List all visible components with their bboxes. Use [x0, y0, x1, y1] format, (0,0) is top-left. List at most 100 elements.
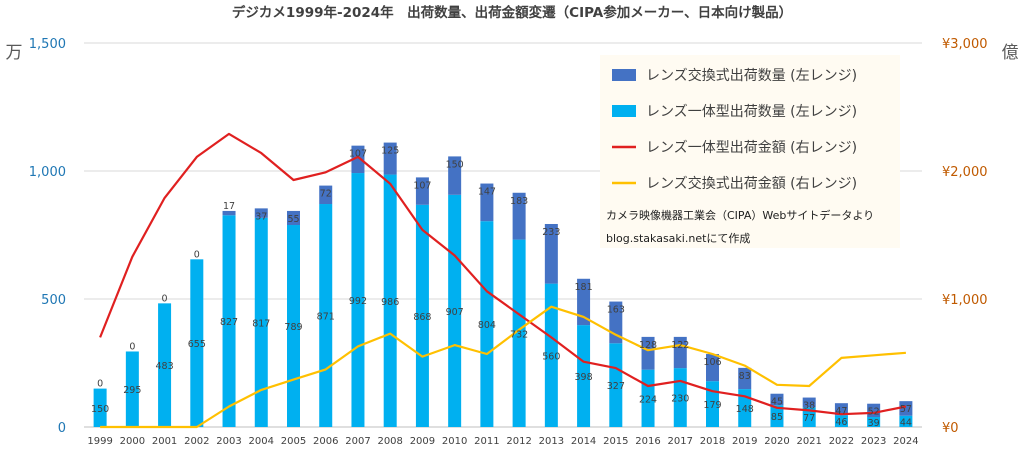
left-tick-label: 500	[41, 293, 66, 308]
data-label-fixed-lens: 327	[607, 381, 625, 392]
legend-entry: レンズ一体型出荷数量 (左レンジ)	[646, 104, 857, 120]
data-label-interchangeable-lens: 17	[223, 201, 235, 212]
data-label-interchangeable-lens: 57	[900, 404, 912, 415]
data-label-fixed-lens: 85	[771, 412, 783, 423]
bar-interchangeable-lens	[319, 185, 333, 205]
legend-box	[600, 55, 900, 248]
data-label-interchangeable-lens: 45	[771, 397, 783, 408]
bar-fixed-lens	[287, 225, 300, 427]
data-label-fixed-lens: 224	[639, 394, 657, 405]
data-label-interchangeable-lens: 37	[255, 211, 267, 222]
x-tick-label: 2004	[249, 436, 274, 447]
x-tick-label: 2013	[539, 436, 564, 447]
right-axis-unit: 億	[1002, 43, 1019, 63]
data-label-interchangeable-lens: 183	[510, 196, 528, 207]
bar-interchangeable-lens	[577, 278, 591, 326]
bar-fixed-lens	[770, 405, 784, 427]
x-tick-label: 1999	[87, 436, 112, 447]
series-line	[99, 132, 907, 416]
x-tick-label: 2022	[829, 436, 854, 447]
bar-fixed-lens	[834, 415, 848, 427]
source-note: カメラ映像機器工業会（CIPA）Webサイトデータより	[606, 208, 874, 222]
right-tick-label: ¥0	[942, 421, 959, 436]
bar-interchangeable-lens	[222, 210, 236, 216]
data-label-interchangeable-lens: 0	[97, 379, 103, 390]
bar-interchangeable-lens	[415, 177, 429, 205]
bar-interchangeable-lens	[287, 210, 300, 226]
data-label-fixed-lens: 992	[349, 296, 367, 307]
left-tick-label: 1,500	[29, 37, 66, 52]
x-tick-label: 2023	[861, 436, 886, 447]
data-labels: 150 0 295 0 483 0 655 0 827 17 817 37 789 55 871 72 992 1…	[91, 146, 912, 429]
x-tick-label: 2007	[345, 436, 370, 447]
data-label-interchangeable-lens: 233	[542, 227, 560, 238]
bar-interchangeable-lens	[834, 403, 848, 416]
bar-interchangeable-lens	[544, 223, 558, 284]
data-label-interchangeable-lens: 150	[446, 159, 464, 170]
x-tick-label: 2015	[603, 436, 628, 447]
bar-fixed-lens	[383, 174, 397, 427]
left-tick-label: 0	[58, 421, 66, 436]
bar-interchangeable-lens	[899, 401, 913, 416]
data-label-fixed-lens: 44	[900, 417, 912, 428]
data-label-interchangeable-lens: 47	[835, 406, 847, 417]
bar-interchangeable-lens	[351, 145, 365, 174]
legend-swatch	[612, 69, 636, 81]
bar-fixed-lens	[254, 217, 268, 427]
x-tick-label: 2000	[120, 436, 145, 447]
bar-fixed-lens	[415, 204, 429, 427]
data-label-fixed-lens: 295	[123, 385, 141, 396]
data-label-interchangeable-lens: 55	[287, 214, 299, 225]
data-label-interchangeable-lens: 52	[868, 407, 880, 418]
bar-fixed-lens	[899, 415, 913, 427]
bar-interchangeable-lens	[383, 142, 397, 175]
x-tick-label: 2020	[764, 436, 789, 447]
x-tick-label: 2008	[377, 436, 402, 447]
x-tick-label: 2019	[732, 436, 757, 447]
data-label-interchangeable-lens: 125	[381, 146, 399, 157]
data-label-fixed-lens: 150	[91, 404, 109, 415]
data-label-interchangeable-lens: 72	[320, 189, 332, 200]
data-label-fixed-lens: 398	[575, 372, 593, 383]
data-label-interchangeable-lens: 122	[671, 340, 689, 351]
x-tick-label: 2005	[281, 436, 306, 447]
legend-swatch	[612, 105, 636, 117]
bar-fixed-lens	[577, 325, 591, 427]
data-label-interchangeable-lens: 163	[607, 305, 625, 316]
data-label-interchangeable-lens: 147	[478, 187, 496, 198]
source-note: blog.stakasaki.netにて作成	[606, 232, 750, 245]
data-label-interchangeable-lens: 0	[194, 249, 200, 260]
data-label-interchangeable-lens: 0	[129, 341, 135, 352]
bar-fixed-lens	[125, 351, 139, 427]
legend-entry: レンズ交換式出荷数量 (左レンジ)	[646, 67, 857, 84]
bar-fixed-lens	[158, 303, 172, 427]
bar-interchangeable-lens	[512, 192, 526, 240]
legend-entry: レンズ交換式出荷金額 (右レンジ)	[646, 175, 857, 192]
bar-interchangeable-lens	[641, 336, 655, 370]
bar-interchangeable-lens	[480, 183, 494, 222]
right-tick-label: ¥3,000	[942, 37, 988, 52]
x-tick-label: 2024	[893, 436, 918, 447]
data-label-interchangeable-lens: 38	[803, 401, 815, 412]
bar-fixed-lens	[480, 221, 494, 427]
bar-fixed-lens	[512, 239, 526, 427]
chart-title: デジカメ1999年-2024年 出荷数量、出荷金額変遷（CIPA参加メーカー、日…	[232, 4, 792, 21]
data-label-fixed-lens: 39	[868, 418, 880, 429]
bar-fixed-lens	[609, 343, 623, 427]
x-tick-label: 2011	[474, 436, 499, 447]
data-label-fixed-lens: 483	[156, 361, 174, 372]
x-tick-label: 2002	[184, 436, 209, 447]
data-label-fixed-lens: 789	[284, 322, 302, 333]
bar-interchangeable-lens	[706, 354, 719, 382]
x-tick-label: 2021	[796, 436, 821, 447]
data-label-fixed-lens: 868	[413, 312, 431, 323]
x-tick-label: 2018	[700, 436, 725, 447]
data-label-fixed-lens: 179	[703, 400, 721, 411]
bar-series	[93, 142, 913, 427]
data-label-fixed-lens: 827	[220, 317, 238, 328]
bar-interchangeable-lens	[802, 397, 816, 408]
data-label-fixed-lens: 77	[803, 413, 815, 424]
left-axis-unit: 万	[6, 43, 23, 63]
